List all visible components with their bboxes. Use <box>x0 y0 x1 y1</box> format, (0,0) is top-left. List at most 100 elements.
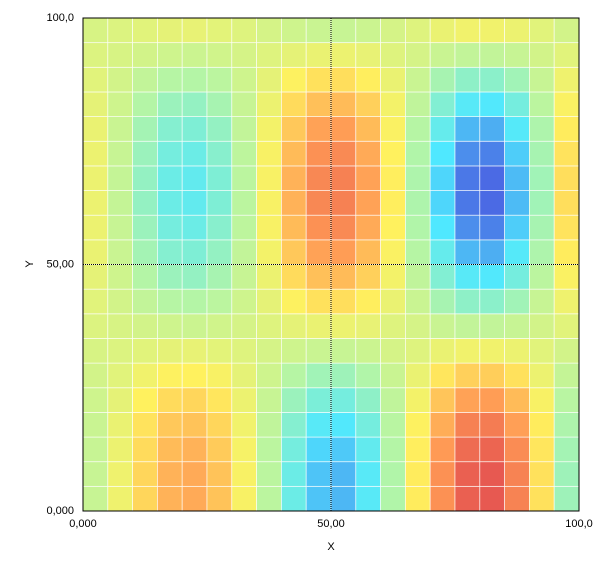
heatmap-cell <box>181 461 208 487</box>
heatmap-cell <box>132 362 158 389</box>
heatmap-cell <box>82 411 109 438</box>
heatmap-cell <box>107 387 134 413</box>
heatmap-cell <box>82 264 109 290</box>
heatmap-cell <box>231 66 258 93</box>
heatmap-cell <box>181 190 208 216</box>
heatmap-cell <box>454 338 481 364</box>
heatmap-cell <box>380 485 406 512</box>
heatmap-cell <box>280 461 307 487</box>
heatmap-cell <box>355 17 381 44</box>
heatmap-cell <box>429 214 456 241</box>
heatmap-cell <box>454 17 481 44</box>
heatmap-cell <box>256 239 282 265</box>
heatmap-cell <box>305 214 332 241</box>
heatmap-cell <box>280 17 307 44</box>
heatmap-cell <box>504 66 530 93</box>
heatmap-cell <box>355 165 381 191</box>
heatmap-cell <box>504 140 530 167</box>
heatmap-cell <box>479 42 505 68</box>
heatmap-cell <box>256 387 282 413</box>
heatmap-cell <box>132 411 158 438</box>
heatmap-cell <box>132 17 158 44</box>
heatmap-cell <box>231 313 258 339</box>
heatmap-cell <box>429 91 456 117</box>
heatmap-cell <box>156 91 183 117</box>
heatmap-cell <box>256 140 282 167</box>
heatmap-cell <box>206 411 233 438</box>
heatmap-cell <box>429 264 456 290</box>
heatmap-cell <box>156 239 183 265</box>
heatmap-cell <box>504 116 530 142</box>
heatmap-cell <box>156 214 183 241</box>
heatmap-cell <box>330 436 357 463</box>
heatmap-cell <box>280 165 307 191</box>
heatmap-cell <box>404 66 431 93</box>
heatmap-cell <box>156 313 183 339</box>
heatmap-cell <box>330 461 357 487</box>
heatmap-cell <box>256 17 282 44</box>
heatmap-cell <box>380 214 406 241</box>
heatmap-cell <box>504 313 530 339</box>
heatmap-cell <box>553 17 580 44</box>
heatmap-cell <box>132 91 158 117</box>
heatmap-cell <box>181 17 208 44</box>
heatmap-cell <box>529 17 555 44</box>
heatmap-cell <box>132 313 158 339</box>
heatmap-cell <box>156 485 183 512</box>
heatmap-cell <box>330 140 357 167</box>
heatmap-cell <box>280 485 307 512</box>
heatmap-cell <box>280 239 307 265</box>
heatmap-cell <box>82 313 109 339</box>
heatmap-cell <box>305 485 332 512</box>
heatmap-cell <box>380 436 406 463</box>
heatmap-cell <box>280 116 307 142</box>
heatmap-cell <box>380 17 406 44</box>
heatmap-cell <box>181 91 208 117</box>
heatmap-cell <box>479 485 505 512</box>
heatmap-cell <box>107 190 134 216</box>
heatmap-cell <box>231 387 258 413</box>
heatmap-cell <box>256 288 282 315</box>
heatmap-cell <box>479 116 505 142</box>
heatmap-cell <box>206 313 233 339</box>
heatmap-cell <box>256 485 282 512</box>
heatmap-cell <box>132 436 158 463</box>
heatmap-cell <box>380 313 406 339</box>
heatmap-cell <box>553 140 580 167</box>
heatmap-cell <box>305 264 332 290</box>
heatmap-cell <box>280 214 307 241</box>
heatmap-cell <box>479 214 505 241</box>
heatmap-cell <box>156 362 183 389</box>
heatmap-cell <box>355 91 381 117</box>
heatmap-cell <box>107 461 134 487</box>
heatmap-cell <box>156 66 183 93</box>
heatmap-cell <box>504 485 530 512</box>
heatmap-cell <box>107 338 134 364</box>
heatmap-cell <box>107 411 134 438</box>
heatmap-cell <box>454 485 481 512</box>
heatmap-cell <box>553 338 580 364</box>
heatmap-cell <box>479 190 505 216</box>
heatmap-cell <box>429 239 456 265</box>
heatmap-cell <box>305 165 332 191</box>
heatmap-cell <box>330 190 357 216</box>
heatmap-cell <box>504 42 530 68</box>
heatmap-cell <box>404 264 431 290</box>
heatmap-cell <box>479 17 505 44</box>
heatmap-cell <box>380 239 406 265</box>
heatmap-cell <box>454 42 481 68</box>
heatmap-cell <box>429 42 456 68</box>
heatmap-cell <box>82 42 109 68</box>
heatmap-cell <box>553 264 580 290</box>
heatmap-cell <box>380 264 406 290</box>
heatmap-cell <box>181 313 208 339</box>
heatmap-cell <box>454 387 481 413</box>
heatmap-cell <box>181 338 208 364</box>
heatmap-cell <box>355 338 381 364</box>
heatmap-cell <box>231 461 258 487</box>
heatmap-cell <box>305 411 332 438</box>
heatmap-cell <box>156 165 183 191</box>
heatmap-cell <box>280 411 307 438</box>
heatmap-cell <box>181 288 208 315</box>
heatmap-cell <box>404 239 431 265</box>
